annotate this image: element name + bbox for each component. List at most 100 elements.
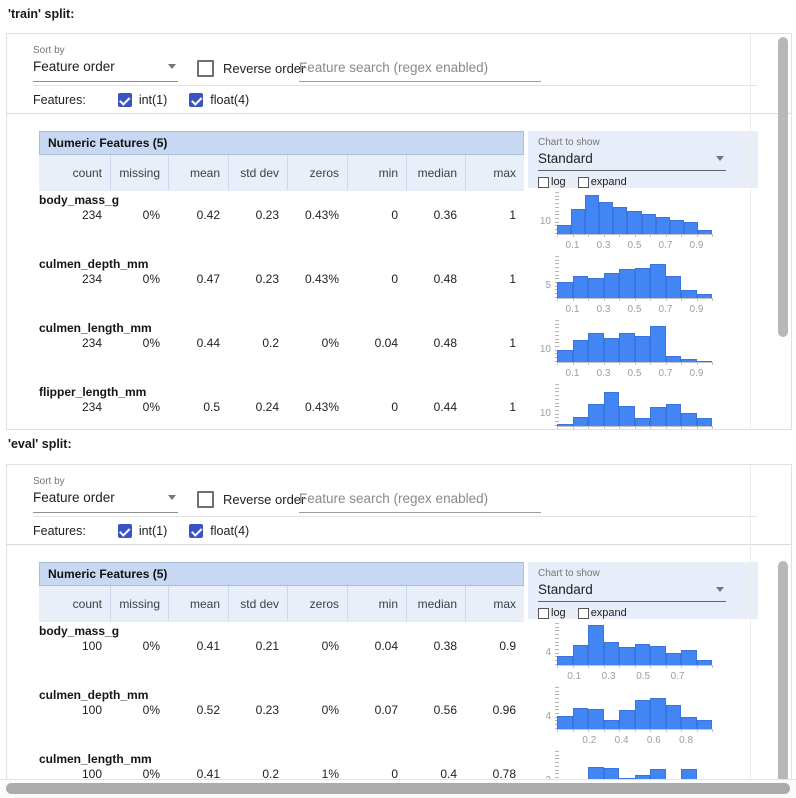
- histogram-bar: [641, 214, 656, 234]
- histogram-plot: [555, 320, 713, 365]
- column-header-mean: mean: [168, 586, 228, 621]
- column-header-max: max: [465, 586, 524, 621]
- histogram-bar: [599, 202, 614, 234]
- y-axis-label: 10: [539, 216, 551, 227]
- features-divider: [7, 544, 791, 545]
- stat-value: 0.44: [433, 400, 457, 414]
- feature-type-float-label: float(4): [210, 93, 250, 107]
- stat-value: 0%: [321, 639, 339, 653]
- stat-value: 0.2: [262, 767, 279, 781]
- features-divider: [7, 113, 791, 114]
- stat-value: 0.07: [374, 703, 398, 717]
- checkbox-checked-icon: [117, 524, 132, 538]
- histogram-bar: [681, 717, 697, 729]
- column-header-missing: missing: [110, 155, 168, 190]
- checkbox-unchecked-icon: [577, 607, 589, 619]
- histogram-bar: [634, 644, 650, 665]
- histogram-bar: [557, 282, 573, 298]
- column-header-missing: missing: [110, 586, 168, 621]
- stat-value: 0.52: [196, 703, 220, 717]
- stat-value: 0.41: [196, 767, 220, 781]
- stat-value: 0.44: [196, 336, 220, 350]
- stat-value: 0.43%: [304, 400, 339, 414]
- stats-column-headers: count missing mean std dev zeros min med…: [39, 155, 524, 191]
- chevron-down-icon: [716, 587, 724, 592]
- histogram-bar: [571, 208, 586, 234]
- sort-by-dropdown[interactable]: Feature order: [33, 487, 178, 513]
- x-axis-label: 0.9: [689, 240, 704, 251]
- x-axis-label: 0.9: [689, 368, 704, 379]
- stat-value: 0.4: [440, 767, 457, 781]
- stat-value: 0%: [142, 272, 160, 286]
- histogram-bar: [681, 289, 697, 298]
- histogram-bar: [588, 278, 604, 298]
- expand-checkbox[interactable]: expand: [577, 176, 627, 188]
- x-axis-label: 0.4: [614, 735, 629, 746]
- stat-value: 0%: [142, 208, 160, 222]
- column-header-max: max: [465, 155, 524, 190]
- y-axis-label: 10: [539, 344, 551, 355]
- numeric-features-header: Numeric Features (5): [39, 131, 524, 155]
- vertical-scrollbar[interactable]: [778, 561, 788, 787]
- stat-value: 100: [81, 639, 102, 653]
- sort-by-dropdown[interactable]: Feature order: [33, 56, 178, 82]
- feature-name: flipper_length_mm: [39, 385, 147, 399]
- log-checkbox[interactable]: log: [538, 607, 566, 619]
- chevron-down-icon: [168, 64, 176, 69]
- histogram-bar: [650, 407, 666, 426]
- histogram-bar: [634, 267, 650, 298]
- histogram: 4 0.1 0.3 0.5 0.7: [525, 623, 765, 685]
- stat-value: 0%: [142, 400, 160, 414]
- horizontal-scrollbar[interactable]: [6, 783, 790, 794]
- vertical-scrollbar[interactable]: [778, 37, 788, 337]
- feature-type-int-checkbox[interactable]: int(1): [117, 93, 167, 107]
- log-checkbox[interactable]: log: [538, 176, 566, 188]
- histogram-plot: [555, 256, 713, 301]
- histogram-bar: [627, 210, 642, 234]
- stat-value: 1%: [321, 767, 339, 781]
- stat-value: 0%: [142, 767, 160, 781]
- x-axis-label: 0.3: [596, 304, 611, 315]
- histogram-bar: [557, 655, 573, 665]
- reverse-order-checkbox[interactable]: Reverse order: [197, 491, 305, 508]
- stat-value: 0%: [142, 639, 160, 653]
- column-header-mean: mean: [168, 155, 228, 190]
- feature-type-int-checkbox[interactable]: int(1): [117, 524, 167, 538]
- histogram-bar: [619, 269, 635, 298]
- feature-search-input[interactable]: [299, 487, 541, 513]
- histogram-bar: [650, 697, 666, 729]
- histogram-bar: [665, 404, 681, 426]
- sort-by-label: Sort by: [33, 476, 65, 487]
- stat-value: 0.24: [255, 400, 279, 414]
- column-header-count: count: [72, 165, 102, 180]
- stat-value: 0.48: [433, 272, 457, 286]
- stat-value: 0.9: [499, 639, 516, 653]
- y-axis-label: 4: [545, 647, 551, 658]
- histogram-bar: [697, 229, 713, 234]
- chart-type-dropdown[interactable]: Standard: [538, 149, 726, 171]
- feature-row: culmen_depth_mm 234 0% 0.47 0.23 0.43% 0 0.48 1…: [39, 255, 761, 319]
- feature-type-float-checkbox[interactable]: float(4): [189, 93, 249, 107]
- chart-type-dropdown[interactable]: Standard: [538, 580, 726, 602]
- x-axis-label: 0.7: [670, 671, 685, 682]
- expand-label: expand: [590, 607, 627, 619]
- feature-search-input[interactable]: [299, 56, 541, 82]
- histogram-bar: [588, 404, 604, 426]
- expand-checkbox[interactable]: expand: [577, 607, 627, 619]
- histogram-bar: [665, 653, 681, 665]
- stats-column-headers: count missing mean std dev zeros min med…: [39, 586, 524, 622]
- histogram-plot: [555, 623, 713, 668]
- reverse-order-checkbox[interactable]: Reverse order: [197, 60, 305, 77]
- feature-stats: 100 0% 0.41 0.2 1% 0 0.4 0.78: [39, 767, 524, 781]
- stat-value: 100: [81, 703, 102, 717]
- feature-type-float-checkbox[interactable]: float(4): [189, 524, 249, 538]
- histogram-bar: [696, 293, 712, 298]
- x-axis-label: 0.5: [636, 671, 651, 682]
- column-header-stddev: std dev: [228, 586, 287, 621]
- stat-value: 0.2: [262, 336, 279, 350]
- column-header-min: min: [347, 586, 406, 621]
- stat-value: 0.56: [433, 703, 457, 717]
- x-axis-label: 0.3: [596, 240, 611, 251]
- x-axis-label: 0.8: [679, 735, 694, 746]
- stat-value: 0.43%: [304, 272, 339, 286]
